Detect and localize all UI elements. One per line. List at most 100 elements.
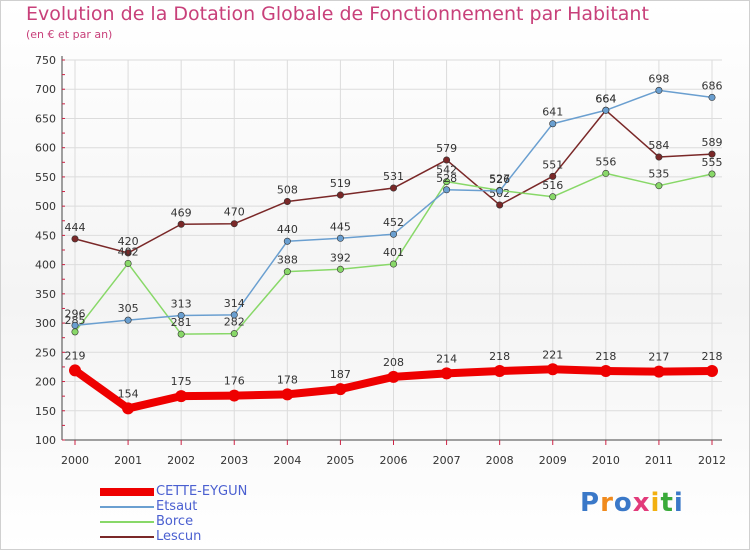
data-point xyxy=(549,172,557,180)
x-tick-label: 2000 xyxy=(61,454,89,467)
data-label: 556 xyxy=(595,155,616,168)
data-label: 420 xyxy=(118,235,139,248)
x-tick-label: 2004 xyxy=(273,454,301,467)
logo-letter: P xyxy=(580,488,601,518)
data-point xyxy=(124,249,132,257)
x-tick-label: 2003 xyxy=(220,454,248,467)
data-point xyxy=(177,311,185,319)
x-tick-label: 2009 xyxy=(539,454,567,467)
data-point xyxy=(708,150,716,158)
data-label: 219 xyxy=(65,349,86,362)
data-label: 218 xyxy=(702,350,723,363)
data-point xyxy=(708,93,716,101)
data-label: 531 xyxy=(383,170,404,183)
data-point xyxy=(443,178,451,186)
y-tick-label: 150 xyxy=(35,405,56,418)
legend-label: Borce xyxy=(156,514,194,529)
legend-swatch xyxy=(100,506,154,508)
data-point xyxy=(283,197,291,205)
data-label: 154 xyxy=(118,387,139,400)
data-point xyxy=(387,370,400,383)
data-label: 686 xyxy=(702,79,723,92)
y-tick-label: 650 xyxy=(35,112,56,125)
data-point xyxy=(549,193,557,201)
legend-label: CETTE-EYGUN xyxy=(156,484,248,499)
logo-letter: i xyxy=(650,488,661,518)
y-tick-label: 750 xyxy=(35,54,56,67)
data-label: 445 xyxy=(330,220,351,233)
data-label: 388 xyxy=(277,254,298,267)
data-point xyxy=(549,120,557,128)
data-point xyxy=(336,191,344,199)
data-point xyxy=(652,365,665,378)
data-point xyxy=(69,364,81,377)
data-label: 314 xyxy=(224,297,245,310)
y-tick-label: 100 xyxy=(35,434,56,447)
data-label: 296 xyxy=(65,307,86,320)
data-label: 452 xyxy=(383,216,404,229)
x-tick-label: 2012 xyxy=(698,454,726,467)
y-tick-label: 200 xyxy=(35,376,56,389)
x-tick-label: 2005 xyxy=(326,454,354,467)
x-tick-label: 2006 xyxy=(380,454,408,467)
data-point xyxy=(228,389,241,402)
data-point xyxy=(655,153,663,161)
data-label: 527 xyxy=(489,172,510,185)
data-label: 176 xyxy=(224,375,245,388)
data-point xyxy=(389,230,397,238)
data-point xyxy=(122,402,135,415)
data-point xyxy=(334,383,347,396)
data-label: 402 xyxy=(118,245,139,258)
data-label: 664 xyxy=(595,92,616,105)
data-point xyxy=(706,365,718,378)
data-label: 508 xyxy=(277,183,298,196)
data-label: 470 xyxy=(224,206,245,219)
y-tick-label: 600 xyxy=(35,142,56,155)
logo-letter: r xyxy=(600,488,614,518)
data-point xyxy=(283,268,291,276)
data-point xyxy=(177,330,185,338)
data-point xyxy=(336,265,344,273)
data-point xyxy=(602,106,610,114)
data-point xyxy=(124,316,132,324)
logo-letter: o xyxy=(613,488,633,518)
data-label: 535 xyxy=(648,168,669,181)
data-label: 305 xyxy=(118,302,139,315)
data-point xyxy=(71,235,79,243)
data-point xyxy=(599,365,612,378)
x-tick-label: 2008 xyxy=(486,454,514,467)
data-label: 281 xyxy=(171,316,192,329)
data-label: 698 xyxy=(648,72,669,85)
data-point xyxy=(230,311,238,319)
x-tick-label: 2011 xyxy=(645,454,673,467)
data-label: 589 xyxy=(702,136,723,149)
legend-label: Lescun xyxy=(156,529,202,544)
data-point xyxy=(440,367,453,380)
data-point xyxy=(281,388,294,401)
y-tick-label: 300 xyxy=(35,317,56,330)
data-label: 187 xyxy=(330,368,351,381)
data-label: 516 xyxy=(542,179,563,192)
x-tick-label: 2007 xyxy=(433,454,461,467)
x-tick-label: 2002 xyxy=(167,454,195,467)
data-point xyxy=(177,220,185,228)
data-label: 551 xyxy=(542,158,563,171)
data-label: 584 xyxy=(648,139,669,152)
data-label: 221 xyxy=(542,348,563,361)
legend-swatch xyxy=(100,521,154,523)
data-point xyxy=(71,321,79,329)
data-label: 542 xyxy=(436,164,457,177)
legend-swatch xyxy=(100,536,154,538)
data-point xyxy=(389,184,397,192)
data-point xyxy=(283,237,291,245)
data-label: 285 xyxy=(65,314,86,327)
data-point xyxy=(655,182,663,190)
y-tick-label: 350 xyxy=(35,288,56,301)
data-label: 528 xyxy=(436,172,457,185)
data-point xyxy=(546,363,559,376)
data-label: 526 xyxy=(489,173,510,186)
chart-title: Evolution de la Dotation Globale de Fonc… xyxy=(26,3,649,25)
data-label: 218 xyxy=(595,350,616,363)
